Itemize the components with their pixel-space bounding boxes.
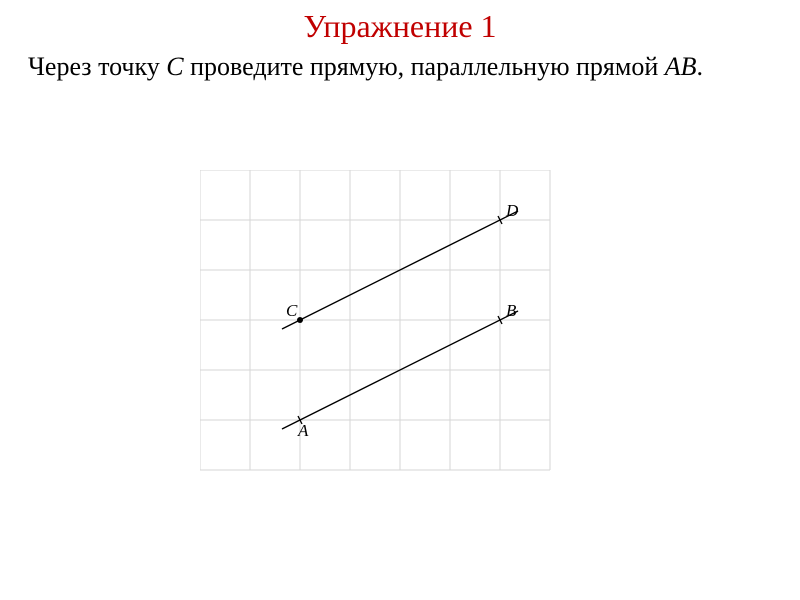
exercise-title: Упражнение 1 xyxy=(0,0,800,45)
geometry-figure: A B C D xyxy=(200,170,600,520)
slide: Упражнение 1 Через точку C проведите пря… xyxy=(0,0,800,600)
label-C: C xyxy=(286,301,298,320)
task-line-ab: AB xyxy=(665,52,697,81)
label-D: D xyxy=(505,201,519,220)
point-C xyxy=(297,317,303,323)
grid xyxy=(200,170,550,470)
task-prefix: Через точку xyxy=(28,52,166,81)
task-middle: проведите прямую, параллельную прямой xyxy=(184,52,665,81)
task-point-c: C xyxy=(166,52,183,81)
label-A: A xyxy=(297,421,309,440)
label-B: B xyxy=(506,301,517,320)
task-suffix: . xyxy=(697,52,704,81)
task-text: Через точку C проведите прямую, параллел… xyxy=(0,45,800,84)
